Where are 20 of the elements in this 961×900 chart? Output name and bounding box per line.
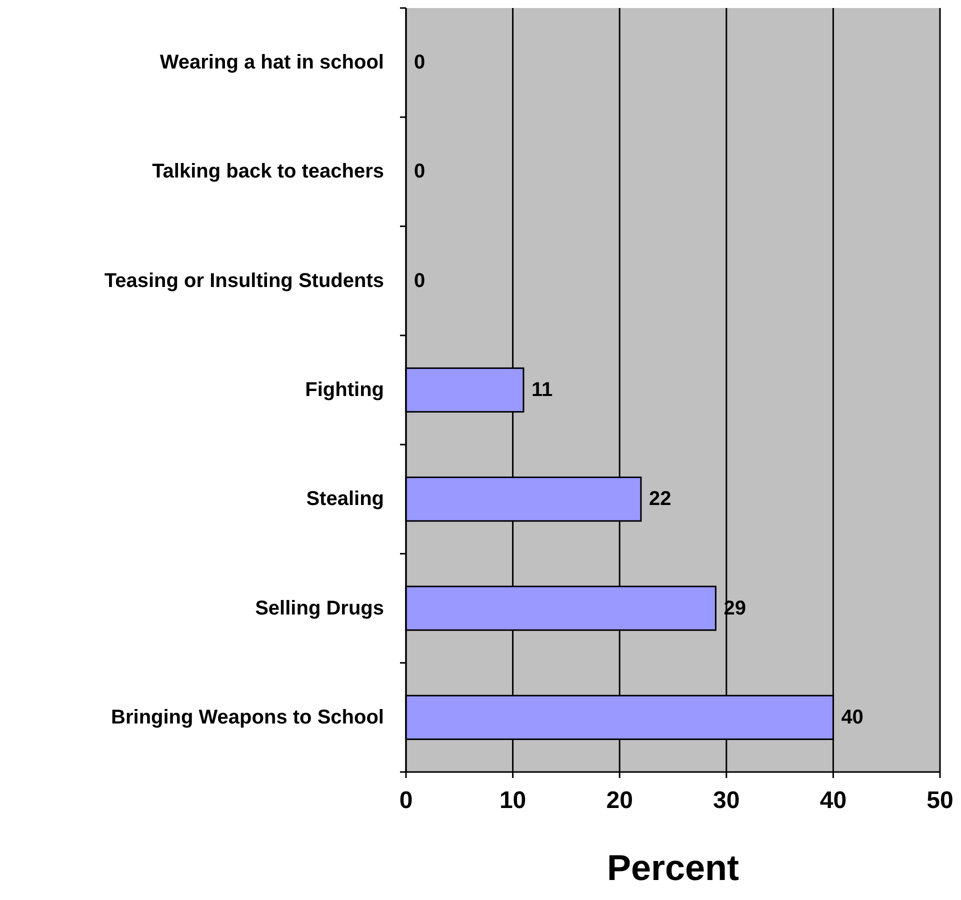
x-tick-label: 50 — [926, 787, 954, 814]
data-label: 0 — [414, 160, 426, 183]
x-axis-title: Percent — [606, 847, 740, 888]
data-label: 0 — [414, 270, 426, 292]
x-tick-label: 0 — [399, 787, 413, 814]
data-label: 22 — [648, 488, 672, 510]
y-tick-label: Bringing Weapons to School — [111, 706, 384, 728]
x-tick-label: 20 — [606, 787, 633, 814]
data-label: 0 — [414, 52, 426, 74]
y-tick-label: Wearing a hat in school — [160, 52, 384, 74]
y-tick-label: Teasing or Insulting Students — [104, 270, 384, 292]
x-tick-label: 10 — [499, 787, 526, 814]
y-tick-label: Stealing — [306, 488, 384, 510]
y-tick-label: Fighting — [305, 379, 384, 401]
data-label: 11 — [531, 379, 553, 401]
y-tick-label: Talking back to teachers — [152, 160, 384, 183]
x-tick-label: 30 — [713, 787, 740, 814]
y-tick-label: Selling Drugs — [255, 597, 384, 620]
x-tick-label: 40 — [820, 787, 847, 814]
data-label: 40 — [841, 706, 864, 728]
